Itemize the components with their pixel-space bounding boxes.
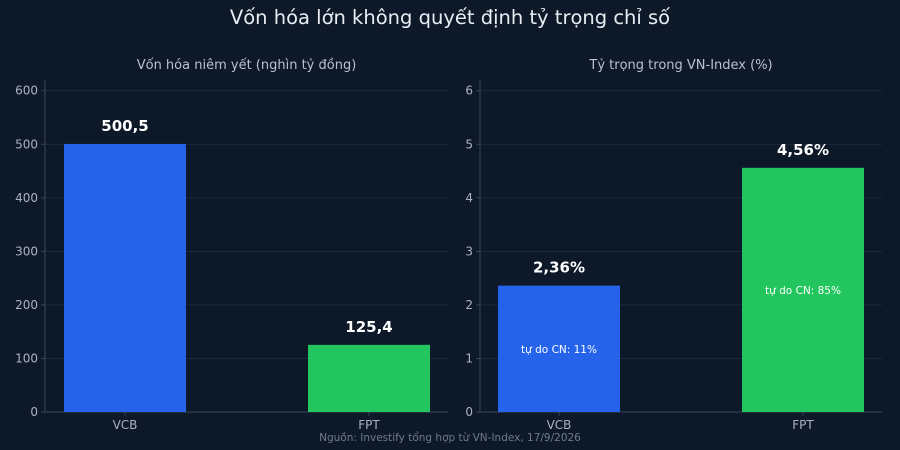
bar-inner-label: tự do CN: 85% xyxy=(765,285,841,297)
value-label: 500,5 xyxy=(101,117,148,135)
source-note: Nguồn: Investify tổng hợp từ VN-Index, 1… xyxy=(319,432,581,444)
y-tick-label: 100 xyxy=(15,351,38,365)
chart-subtitle: Vốn hóa niêm yết (nghìn tỷ đồng) xyxy=(137,58,357,73)
bar-vcb xyxy=(64,143,186,412)
main-title: Vốn hóa lớn không quyết định tỷ trọng ch… xyxy=(229,6,671,29)
y-tick-label: 0 xyxy=(30,405,38,419)
x-tick-label: VCB xyxy=(113,418,138,432)
value-label: 125,4 xyxy=(345,318,392,336)
value-label: 2,36% xyxy=(533,259,585,277)
y-tick-label: 5 xyxy=(465,137,473,151)
x-tick-label: FPT xyxy=(792,418,814,432)
y-tick-label: 6 xyxy=(465,84,473,98)
y-tick-label: 0 xyxy=(465,405,473,419)
y-tick-label: 300 xyxy=(15,244,38,258)
bar-inner-label: tự do CN: 11% xyxy=(521,344,597,356)
y-tick-label: 4 xyxy=(465,191,473,205)
bar-fpt xyxy=(308,344,430,412)
y-tick-label: 2 xyxy=(465,298,473,312)
value-label: 4,56% xyxy=(777,141,829,159)
y-tick-label: 200 xyxy=(15,298,38,312)
bar-fpt xyxy=(742,167,864,412)
y-tick-label: 3 xyxy=(465,244,473,258)
x-tick-label: FPT xyxy=(358,418,380,432)
bar-vcb xyxy=(498,285,620,412)
y-tick-label: 1 xyxy=(465,351,473,365)
y-tick-label: 500 xyxy=(15,137,38,151)
chart-subtitle: Tỷ trọng trong VN-Index (%) xyxy=(588,58,772,73)
x-tick-label: VCB xyxy=(547,418,572,432)
y-tick-label: 400 xyxy=(15,191,38,205)
y-tick-label: 600 xyxy=(15,84,38,98)
